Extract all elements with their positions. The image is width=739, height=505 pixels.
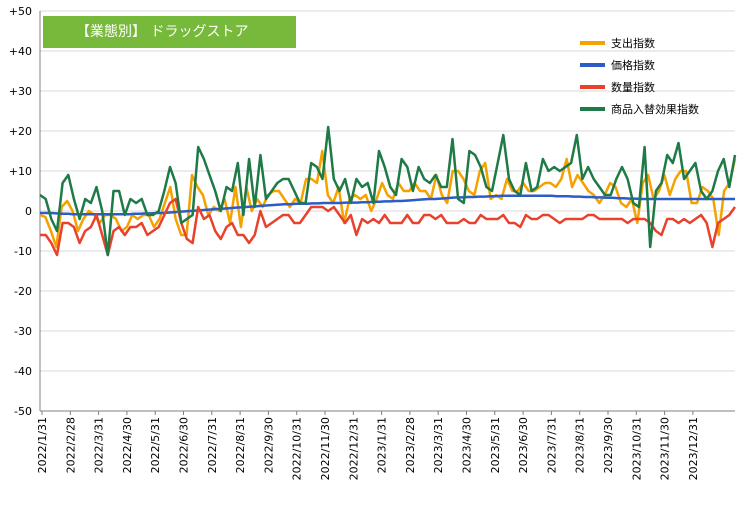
x-tick-label: 2023/8/31 <box>574 417 587 473</box>
x-tick-label: 2022/1/31 <box>36 417 49 473</box>
legend-item-price: 価格指数 <box>580 54 699 76</box>
y-tick-label: 0 <box>25 205 32 218</box>
y-tick-label: -30 <box>14 325 32 338</box>
legend-label-quantity: 数量指数 <box>611 81 655 94</box>
x-tick-label: 2023/12/31 <box>687 417 700 480</box>
y-tick-label: +50 <box>9 5 32 18</box>
x-tick-label: 2022/11/30 <box>319 417 332 480</box>
x-tick-label: 2022/3/31 <box>93 417 106 473</box>
x-tick-label: 2023/11/30 <box>659 417 672 480</box>
x-tick-label: 2023/2/28 <box>404 417 417 473</box>
x-tick-label: 2023/5/31 <box>489 417 502 473</box>
x-tick-label: 2023/4/30 <box>461 417 474 473</box>
x-tick-label: 2022/4/30 <box>121 417 134 473</box>
x-tick-label: 2022/2/28 <box>64 417 77 473</box>
x-tick-label: 2022/12/31 <box>347 417 360 480</box>
legend-swatch-quantity <box>580 85 605 89</box>
y-tick-label: +40 <box>9 45 32 58</box>
legend-swatch-replacement <box>580 107 605 111</box>
legend-label-price: 価格指数 <box>611 59 655 72</box>
y-axis: +50 +40 +30 +20 +10 0 -10 -20 -30 -40 -50 <box>9 5 41 418</box>
x-axis: 2022/1/31 2022/2/28 2022/3/31 2022/4/30 2022… <box>36 410 735 480</box>
y-tick-label: -20 <box>14 285 32 298</box>
legend-swatch-price <box>580 63 605 67</box>
x-tick-label: 2023/7/31 <box>545 417 558 473</box>
x-tick-label: 2023/3/31 <box>432 417 445 473</box>
y-tick-label: -10 <box>14 245 32 258</box>
series-lines <box>39 125 737 257</box>
chart-title: 【業態別】 ドラッグストア <box>43 16 296 48</box>
x-tick-label: 2023/10/31 <box>630 417 643 480</box>
legend-swatch-spending <box>580 41 605 45</box>
y-tick-label: -40 <box>14 365 32 378</box>
x-tick-label: 2022/5/31 <box>149 417 162 473</box>
legend-item-quantity: 数量指数 <box>580 76 699 98</box>
x-tick-label: 2022/10/31 <box>291 417 304 480</box>
y-tick-label: +30 <box>9 85 32 98</box>
legend: 支出指数 価格指数 数量指数 商品入替効果指数 <box>580 32 699 120</box>
legend-item-replacement: 商品入替効果指数 <box>580 98 699 120</box>
series-line-3 <box>39 125 737 257</box>
y-tick-label: -50 <box>14 405 32 418</box>
x-tick-label: 2022/8/31 <box>234 417 247 473</box>
x-tick-label: 2022/9/30 <box>262 417 275 473</box>
x-tick-label: 2023/9/30 <box>602 417 615 473</box>
y-tick-label: +10 <box>9 165 32 178</box>
x-tick-label: 2022/6/30 <box>178 417 191 473</box>
legend-label-replacement: 商品入替効果指数 <box>611 103 699 116</box>
series-line-2 <box>40 197 737 257</box>
x-tick-label: 2023/6/30 <box>517 417 530 473</box>
x-tick-label: 2023/1/31 <box>376 417 389 473</box>
y-tick-label: +20 <box>9 125 32 138</box>
legend-item-spending: 支出指数 <box>580 32 699 54</box>
legend-label-spending: 支出指数 <box>611 37 655 50</box>
x-tick-label: 2022/7/31 <box>206 417 219 473</box>
